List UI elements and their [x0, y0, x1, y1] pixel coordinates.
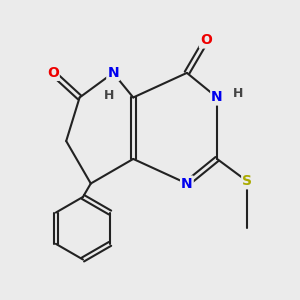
Text: O: O [200, 34, 212, 47]
Text: N: N [211, 91, 223, 104]
Text: H: H [103, 88, 114, 101]
Text: S: S [242, 174, 252, 188]
Text: N: N [107, 66, 119, 80]
Text: H: H [233, 86, 243, 100]
Text: O: O [47, 66, 59, 80]
Text: N: N [181, 176, 193, 190]
